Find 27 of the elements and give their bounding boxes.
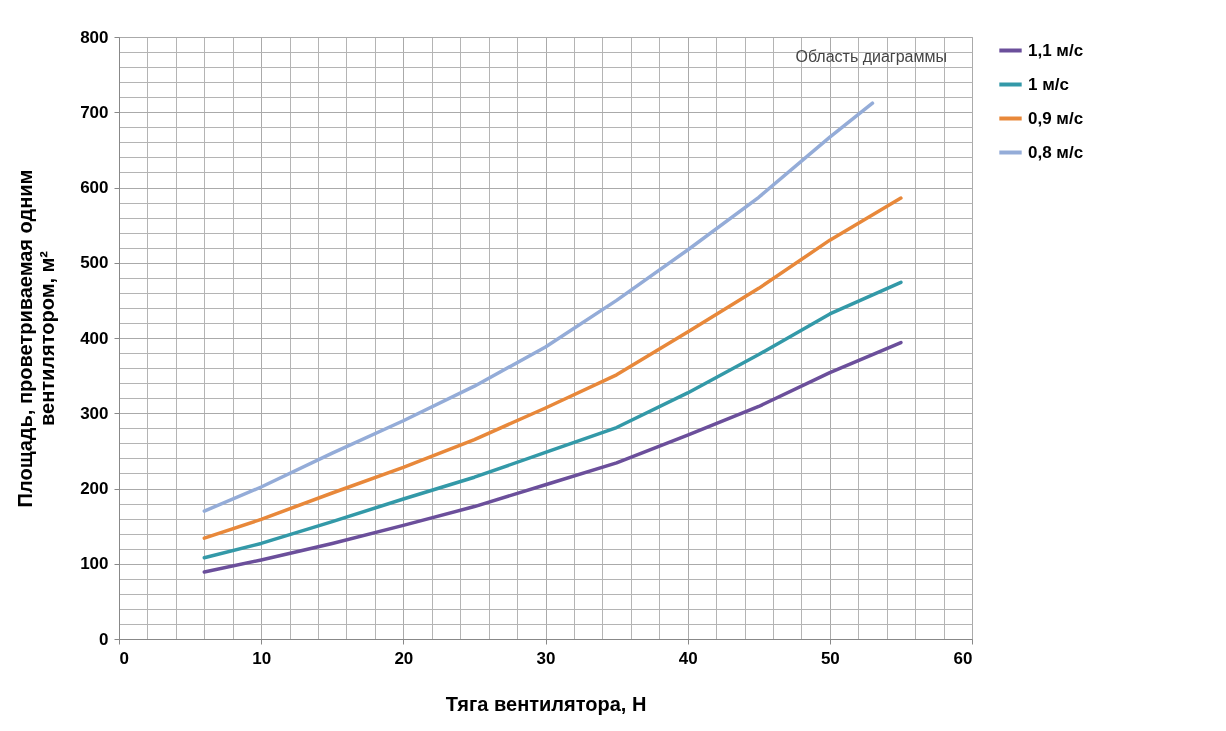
x-tick-label: 30 [536, 648, 556, 668]
line-series [202, 196, 903, 540]
y-tick-label: 600 [80, 178, 109, 197]
y-tick-label: 0 [99, 629, 109, 649]
x-axis-title: Тяга вентилятора, Н [445, 692, 647, 715]
annotation: Область диаграммы [795, 48, 947, 65]
legend-label: 0,9 м/с [1028, 108, 1084, 128]
y-tick-label: 100 [80, 554, 109, 574]
y-tick-label: 500 [80, 253, 109, 273]
y-tick-label: 400 [80, 328, 109, 348]
y-tick-label: 200 [80, 479, 109, 498]
y-tick-label: 800 [80, 27, 109, 47]
x-tick-label: 10 [252, 648, 272, 668]
legend-label: 0,8 м/с [1028, 142, 1084, 162]
legend-label: 1,1 м/с [1028, 40, 1084, 60]
x-tick-label: 50 [820, 648, 840, 668]
line-series [202, 280, 903, 560]
line-series [202, 101, 875, 513]
legend-label: 1 м/с [1028, 74, 1069, 94]
x-tick-label: 20 [394, 648, 414, 668]
x-tick-label: 0 [119, 648, 129, 668]
x-tick-label: 60 [953, 648, 973, 668]
y-tick-label: 700 [80, 102, 109, 122]
line-series [202, 340, 903, 574]
y-axis-title: Площадь, проветриваемая одним вентилятором, м² [14, 169, 59, 508]
y-tick-label: 300 [80, 403, 109, 423]
x-tick-label: 40 [678, 648, 698, 668]
